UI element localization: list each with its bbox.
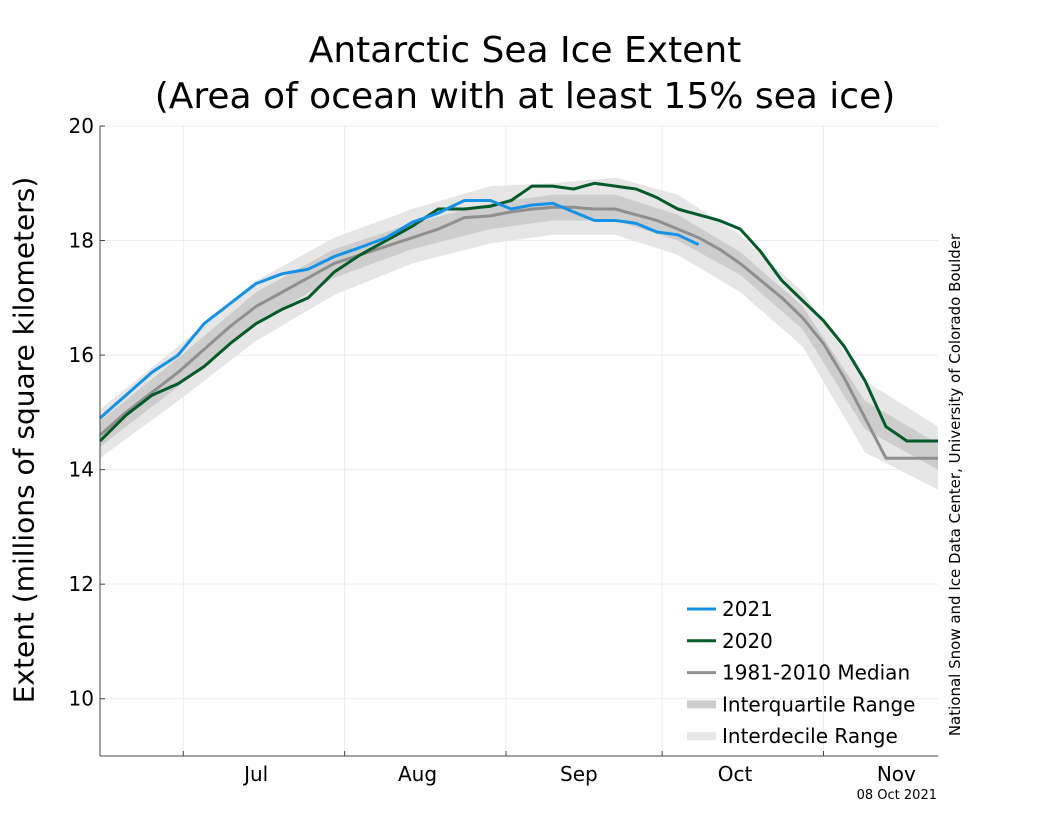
chart-subtitle: (Area of ocean with at least 15% sea ice… [154,76,896,117]
x-tick-label: Jul [242,762,268,786]
interquartile-band [100,194,938,470]
chart-title: Antarctic Sea Ice Extent [308,30,742,71]
legend-label: 1981-2010 Median [722,661,910,685]
y-tick-label: 16 [69,343,94,367]
series-2020-line [98,181,938,443]
y-tick-label: 20 [69,114,94,138]
legend-label: 2020 [722,629,773,653]
series-2021-line [99,199,700,420]
y-tick-label: 12 [69,572,94,596]
legend-label: Interquartile Range [722,692,915,716]
x-tick-label: Aug [398,762,437,786]
x-tick-label: Sep [560,762,598,786]
legend-label: 2021 [722,597,773,621]
x-tick-label: Nov [877,762,916,786]
median-line [99,205,938,460]
y-tick-label: 18 [69,229,94,253]
y-tick-label: 14 [69,458,94,482]
legend-label: Interdecile Range [722,724,898,748]
source-credit: National Snow and Ice Data Center, Unive… [946,233,964,737]
x-tick-label: Oct [718,762,753,786]
y-tick-label: 10 [69,687,94,711]
date-stamp: 08 Oct 2021 [856,788,937,803]
y-axis-label: Extent (millions of square kilometers) [7,176,41,704]
